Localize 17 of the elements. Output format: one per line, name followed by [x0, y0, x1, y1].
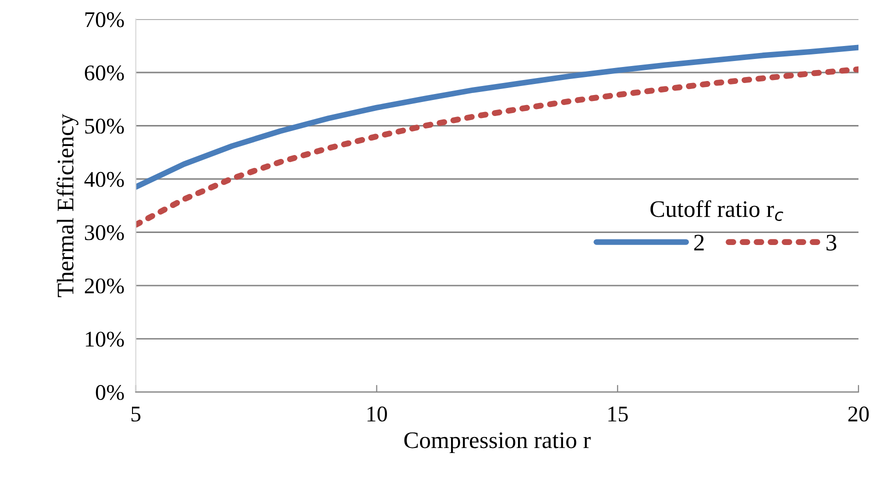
y-tick-label: 40% — [84, 172, 124, 187]
y-axis-title: Thermal Efficiency — [56, 114, 78, 298]
y-tick-label: 30% — [85, 225, 124, 240]
legend-label: 2 — [694, 234, 704, 250]
x-tick-label: 10 — [368, 406, 387, 422]
x-tick-label: 15 — [608, 406, 628, 422]
y-tick-label: 20% — [84, 278, 124, 294]
y-tick-label: 60% — [84, 65, 124, 80]
legend-title: Cutoff ratio r$_{c}$ — [650, 200, 784, 221]
legend-label: 3 — [826, 234, 836, 251]
x-tick-label: 5 — [132, 406, 140, 422]
y-tick-label: 10% — [86, 332, 124, 347]
x-axis-title: Compression ratio r — [404, 432, 591, 454]
y-tick-label: 70% — [85, 12, 124, 28]
y-tick-label: 50% — [85, 118, 124, 134]
x-tick-label: 20 — [848, 406, 869, 422]
y-tick-label: 0% — [96, 384, 124, 400]
